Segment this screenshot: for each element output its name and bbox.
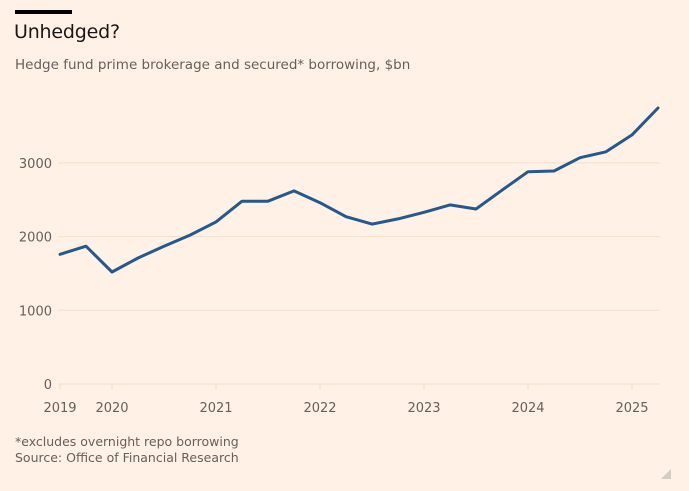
y-tick-label: 2000 xyxy=(19,231,52,246)
resize-handle-icon[interactable] xyxy=(661,469,671,479)
y-tick-label: 0 xyxy=(44,378,52,393)
y-tick-label: 1000 xyxy=(19,304,52,319)
chart-subtitle: Hedge fund prime brokerage and secured* … xyxy=(15,57,411,73)
x-tick-label: 2021 xyxy=(199,401,232,416)
x-tick-label: 2020 xyxy=(95,401,128,416)
x-tick-label: 2023 xyxy=(407,401,440,416)
footnote: *excludes overnight repo borrowing xyxy=(15,434,239,449)
series-line xyxy=(58,106,660,274)
chart-title: Unhedged? xyxy=(14,21,120,43)
x-tick-label: 2024 xyxy=(511,401,544,416)
x-tick-label: 2025 xyxy=(615,401,648,416)
x-axis: 2019 2020 2021 2022 2023 2024 2025 xyxy=(43,384,649,416)
header-rule xyxy=(15,10,72,14)
y-axis: 0 1000 2000 3000 xyxy=(19,157,52,393)
series xyxy=(58,106,660,274)
x-tick-label: 2022 xyxy=(303,401,336,416)
y-tick-label: 3000 xyxy=(19,157,52,172)
gridlines xyxy=(58,162,660,385)
x-tick-label: 2019 xyxy=(43,401,76,416)
chart-notes: *excludes overnight repo borrowing Sourc… xyxy=(15,434,239,466)
source-note: Source: Office of Financial Research xyxy=(15,450,239,465)
